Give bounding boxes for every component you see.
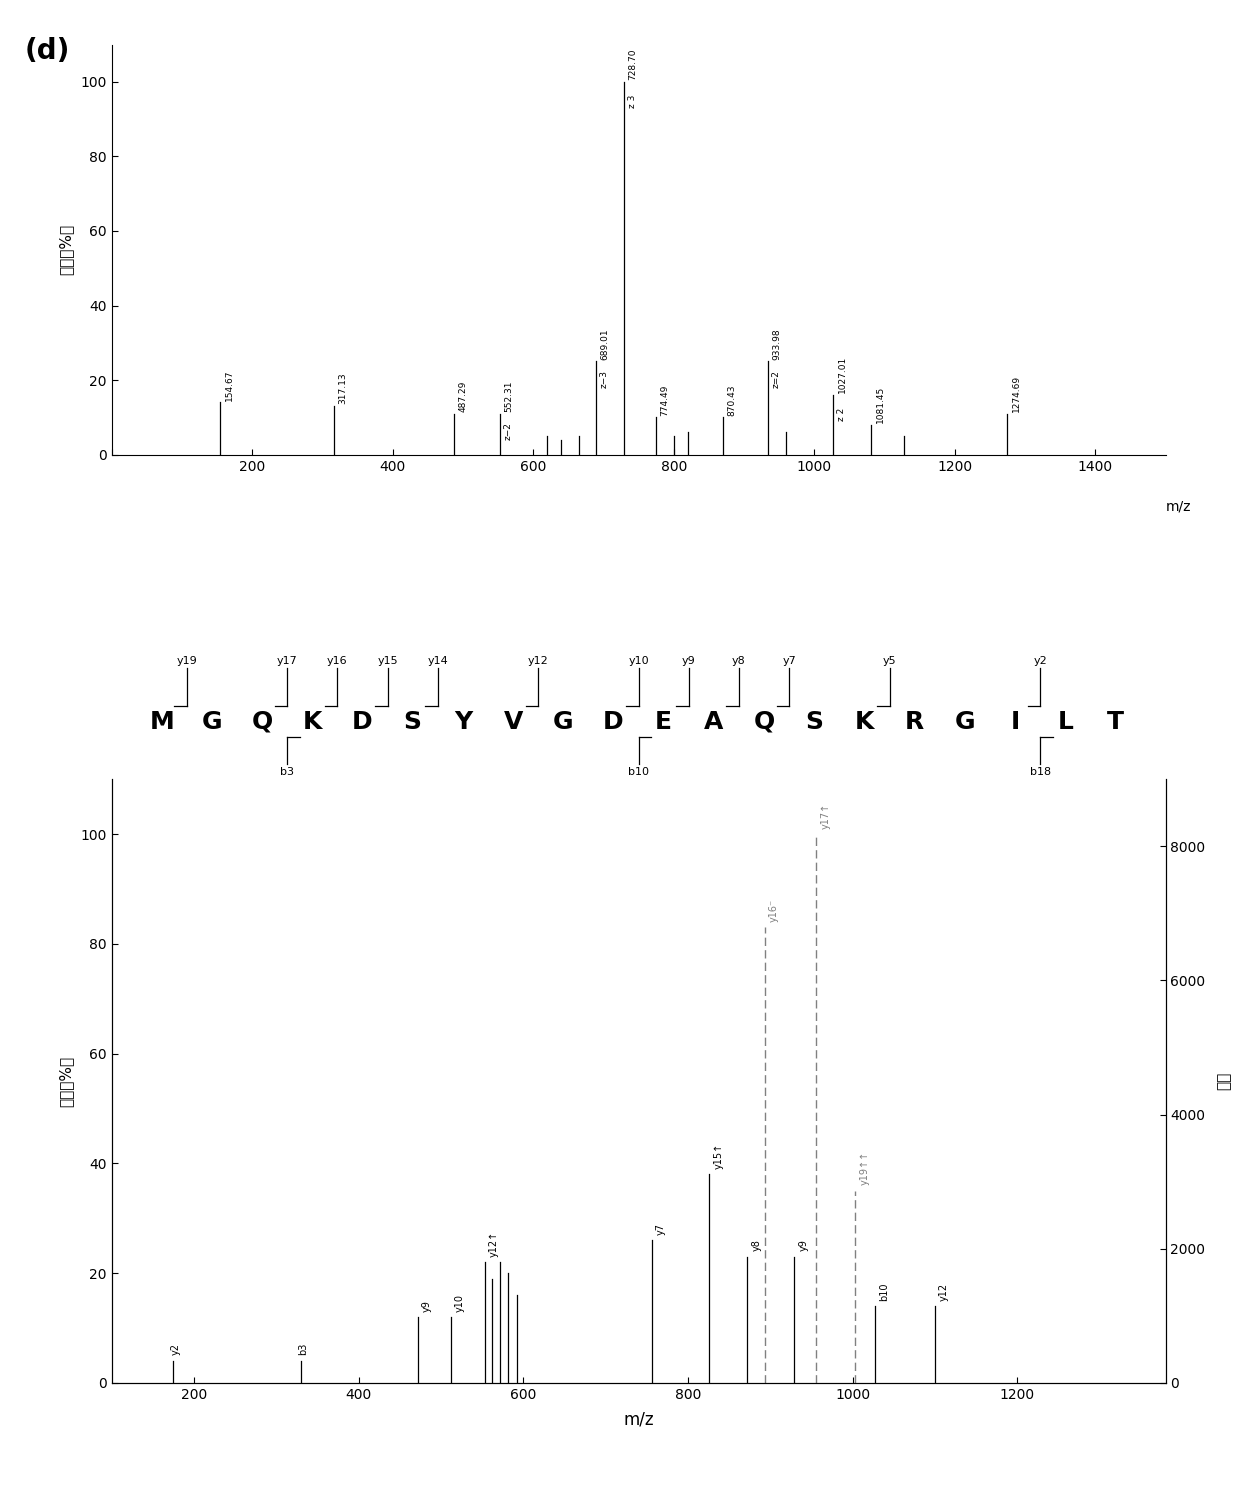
Text: R: R: [905, 709, 924, 733]
Y-axis label: 强度（%）: 强度（%）: [58, 225, 73, 275]
Text: V: V: [503, 709, 523, 733]
Text: y15: y15: [377, 656, 398, 666]
Text: G: G: [553, 709, 574, 733]
Text: b3: b3: [299, 1343, 309, 1356]
Text: y19↑↑: y19↑↑: [859, 1151, 869, 1185]
Text: Q: Q: [754, 709, 775, 733]
Text: T: T: [1107, 709, 1123, 733]
Text: D: D: [352, 709, 373, 733]
Text: 1027.01: 1027.01: [837, 355, 847, 393]
Text: y9: y9: [682, 656, 696, 666]
Text: D: D: [603, 709, 624, 733]
Text: y7: y7: [656, 1222, 666, 1234]
Text: 870.43: 870.43: [728, 384, 737, 415]
Text: 317.13: 317.13: [339, 373, 347, 404]
Text: Q: Q: [252, 709, 273, 733]
Text: E: E: [655, 709, 672, 733]
Text: S: S: [805, 709, 823, 733]
Text: (d): (d): [25, 37, 71, 65]
Text: z=2: z=2: [773, 370, 781, 388]
Y-axis label: 计数: 计数: [1216, 1072, 1231, 1090]
Text: y12: y12: [528, 656, 548, 666]
Text: 933.98: 933.98: [773, 329, 781, 360]
Text: b10: b10: [879, 1282, 889, 1301]
Text: y14: y14: [428, 656, 448, 666]
Text: y2: y2: [1033, 656, 1047, 666]
Text: y16: y16: [327, 656, 347, 666]
Text: A: A: [704, 709, 724, 733]
Text: K: K: [303, 709, 322, 733]
Text: G: G: [955, 709, 975, 733]
Text: y10: y10: [455, 1294, 465, 1312]
Text: y9: y9: [422, 1300, 432, 1312]
Text: y9: y9: [799, 1239, 808, 1251]
X-axis label: m/z: m/z: [624, 1410, 653, 1428]
Text: b10: b10: [629, 767, 649, 778]
Text: S: S: [404, 709, 422, 733]
Text: z 3: z 3: [627, 95, 637, 109]
Text: 487.29: 487.29: [459, 381, 467, 412]
Text: L: L: [1058, 709, 1073, 733]
Text: y10: y10: [629, 656, 649, 666]
Y-axis label: 强度（%）: 强度（%）: [58, 1056, 73, 1106]
Text: b3: b3: [280, 767, 294, 778]
Text: 1081.45: 1081.45: [875, 385, 884, 422]
Text: y12: y12: [939, 1282, 949, 1301]
Text: y8: y8: [732, 656, 745, 666]
Text: y17↑: y17↑: [821, 803, 831, 828]
Text: z 2: z 2: [837, 407, 847, 421]
Text: K: K: [854, 709, 874, 733]
Text: 689.01: 689.01: [600, 329, 609, 360]
Text: y7: y7: [782, 656, 796, 666]
Text: 154.67: 154.67: [224, 369, 233, 400]
Text: z−2: z−2: [503, 422, 513, 440]
Text: m/z: m/z: [1166, 500, 1192, 513]
Text: y12↑: y12↑: [489, 1230, 498, 1257]
Text: y17: y17: [277, 656, 298, 666]
Text: 774.49: 774.49: [660, 384, 670, 415]
Text: G: G: [202, 709, 222, 733]
Text: 728.70: 728.70: [627, 49, 637, 80]
Text: 552.31: 552.31: [503, 381, 513, 412]
Text: y15↑: y15↑: [713, 1142, 723, 1169]
Text: y19: y19: [176, 656, 197, 666]
Text: I: I: [1011, 709, 1019, 733]
Text: Y: Y: [454, 709, 472, 733]
Text: y16⁻: y16⁻: [769, 898, 779, 922]
Text: y5: y5: [883, 656, 897, 666]
Text: y8: y8: [751, 1239, 761, 1251]
Text: z−3: z−3: [600, 370, 609, 388]
Text: 1274.69: 1274.69: [1012, 375, 1021, 412]
Text: M: M: [149, 709, 174, 733]
Text: b18: b18: [1029, 767, 1050, 778]
Text: y2: y2: [171, 1343, 181, 1356]
